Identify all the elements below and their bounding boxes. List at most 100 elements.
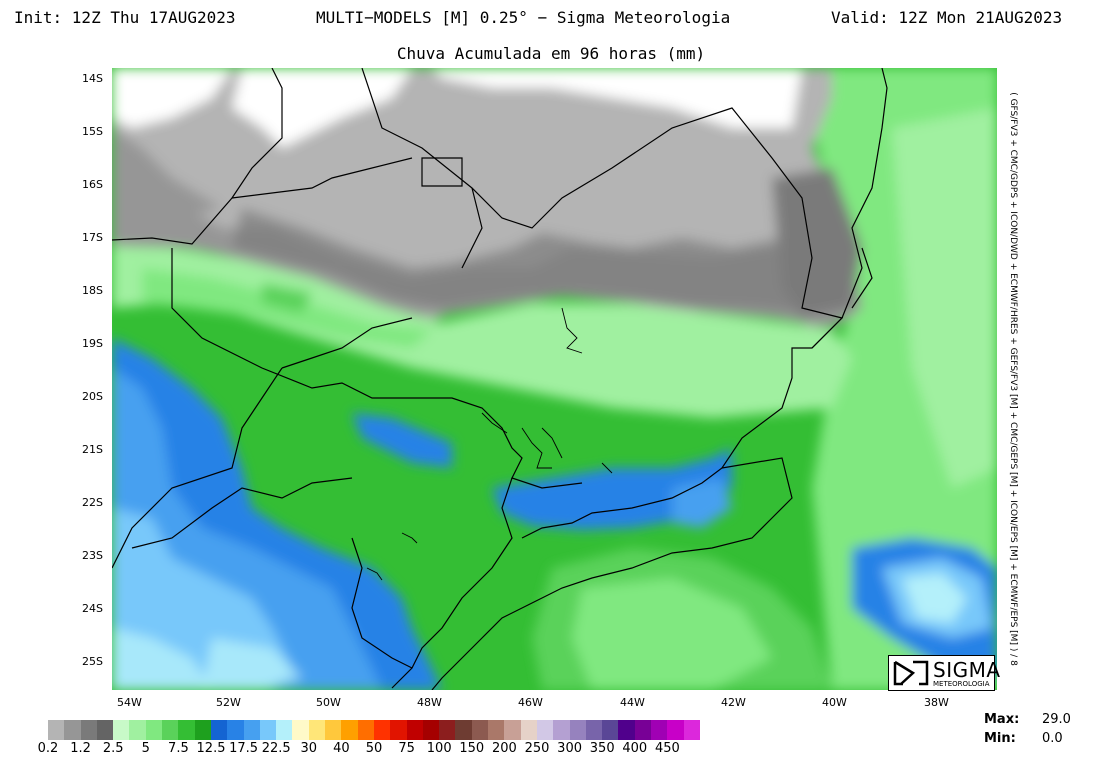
colorbar-label: 1.2 bbox=[70, 741, 91, 756]
colorbar-swatch bbox=[520, 720, 537, 740]
lat-label: 16S bbox=[82, 178, 103, 191]
lat-label: 14S bbox=[82, 72, 103, 85]
lat-label: 23S bbox=[82, 549, 103, 562]
colorbar-label: 150 bbox=[459, 741, 485, 756]
colorbar-swatch bbox=[439, 720, 456, 740]
colorbar-swatch bbox=[471, 720, 489, 740]
lon-label: 50W bbox=[316, 696, 341, 709]
colorbar-swatch bbox=[650, 720, 668, 740]
colorbar-swatch bbox=[145, 720, 163, 740]
colorbar-label: 250 bbox=[524, 741, 550, 756]
max-label: Max: bbox=[984, 712, 1020, 727]
colorbar-swatch bbox=[488, 720, 505, 740]
colorbar-label: 0.2 bbox=[37, 741, 59, 756]
colorbar-swatch bbox=[373, 720, 391, 740]
lat-label: 17S bbox=[82, 231, 103, 244]
colorbar-swatch bbox=[243, 720, 260, 740]
colorbar-swatch bbox=[178, 720, 195, 740]
lat-label: 15S bbox=[82, 125, 103, 138]
state-borders bbox=[112, 68, 888, 690]
init-time: Init: 12Z Thu 17AUG2023 bbox=[14, 8, 236, 27]
lon-label: 44W bbox=[620, 696, 645, 709]
colorbar-swatch bbox=[357, 720, 374, 740]
lat-label: 18S bbox=[82, 284, 103, 297]
map-title: MULTI−MODELS [M] 0.25° − Sigma Meteorolo… bbox=[316, 8, 731, 27]
colorbar-label: 7.5 bbox=[168, 741, 189, 756]
lat-label: 21S bbox=[82, 443, 103, 456]
min-label: Min: bbox=[984, 731, 1016, 746]
sigma-logo: SIGMA METEOROLOGIA bbox=[888, 655, 1000, 691]
colorbar-swatch bbox=[64, 720, 81, 740]
colorbar-swatch bbox=[210, 720, 228, 740]
colorbar-label: 12.5 bbox=[196, 741, 226, 756]
colorbar-swatch bbox=[602, 720, 619, 740]
colorbar-label: 5 bbox=[141, 741, 150, 756]
colorbar-swatch bbox=[276, 720, 293, 740]
colorbar-swatch bbox=[390, 720, 407, 740]
precipitation-map bbox=[112, 68, 997, 690]
colorbar-label: 450 bbox=[654, 741, 680, 756]
lon-label: 52W bbox=[216, 696, 241, 709]
lat-label: 20S bbox=[82, 390, 103, 403]
colorbar-label: 22.5 bbox=[261, 741, 291, 756]
colorbar-swatch bbox=[194, 720, 211, 740]
colorbar-swatch bbox=[569, 720, 586, 740]
colorbar-label: 2.5 bbox=[102, 741, 124, 756]
max-value: 29.0 bbox=[1042, 712, 1071, 727]
colorbar-swatch bbox=[129, 720, 146, 740]
colorbar-label: 400 bbox=[622, 741, 648, 756]
colorbar-label: 100 bbox=[426, 741, 452, 756]
lat-label: 25S bbox=[82, 655, 103, 668]
colorbar-label: 40 bbox=[333, 741, 350, 756]
colorbar-swatch bbox=[48, 720, 65, 740]
lon-label: 40W bbox=[822, 696, 847, 709]
colorbar-swatch bbox=[683, 720, 700, 740]
colorbar-label: 75 bbox=[398, 741, 415, 756]
colorbar-swatch bbox=[504, 720, 521, 740]
colorbar-swatch bbox=[96, 720, 114, 740]
lat-label: 19S bbox=[82, 337, 103, 350]
colorbar-label: 17.5 bbox=[229, 741, 259, 756]
lon-label: 42W bbox=[721, 696, 746, 709]
colorbar-swatch bbox=[259, 720, 277, 740]
colorbar-swatch bbox=[113, 720, 130, 740]
colorbar-labels: 0.2 1.2 2.5 5 7.5 12.5 17.5 22.5 30 40 50 75 100 150 2… bbox=[0, 741, 960, 757]
colorbar-label: 50 bbox=[365, 741, 383, 756]
colorbar-swatch bbox=[553, 720, 570, 740]
colorbar-swatch bbox=[308, 720, 326, 740]
colorbar-label: 300 bbox=[557, 741, 583, 756]
colorbar-swatch bbox=[634, 720, 651, 740]
lon-label: 48W bbox=[417, 696, 442, 709]
lon-label: 54W bbox=[117, 696, 142, 709]
colorbar bbox=[48, 720, 700, 740]
logo-text: SIGMA bbox=[933, 658, 1001, 682]
map-subtitle: Chuva Acumulada em 96 horas (mm) bbox=[396, 44, 706, 63]
logo-subtext: METEOROLOGIA bbox=[933, 680, 990, 688]
lat-label: 24S bbox=[82, 602, 103, 615]
valid-time: Valid: 12Z Mon 21AUG2023 bbox=[831, 8, 1063, 27]
map-canvas bbox=[112, 68, 997, 690]
models-text: ( GFS/FV3 + CMC/GDPS + ICON/DWD + ECMWF/… bbox=[1008, 92, 1018, 666]
colorbar-swatch bbox=[325, 720, 342, 740]
lon-label: 46W bbox=[518, 696, 543, 709]
lon-label: 38W bbox=[924, 696, 949, 709]
colorbar-swatch bbox=[292, 720, 309, 740]
colorbar-swatch bbox=[406, 720, 423, 740]
colorbar-label: 200 bbox=[491, 741, 517, 756]
colorbar-swatch bbox=[80, 720, 97, 740]
lat-label: 22S bbox=[82, 496, 103, 509]
models-side-label: ( GFS/FV3 + CMC/GDPS + ICON/DWD + ECMWF/… bbox=[1006, 68, 1020, 690]
colorbar-label: 350 bbox=[589, 741, 615, 756]
sigma-logo-icon bbox=[893, 660, 929, 686]
colorbar-swatch bbox=[162, 720, 179, 740]
colorbar-swatch bbox=[422, 720, 440, 740]
min-value: 0.0 bbox=[1042, 731, 1063, 746]
colorbar-swatch bbox=[618, 720, 635, 740]
colorbar-swatch bbox=[227, 720, 244, 740]
colorbar-swatch bbox=[536, 720, 554, 740]
lakes bbox=[366, 307, 613, 581]
colorbar-swatch bbox=[667, 720, 684, 740]
colorbar-swatch bbox=[455, 720, 472, 740]
colorbar-swatch bbox=[585, 720, 603, 740]
colorbar-swatch bbox=[341, 720, 358, 740]
